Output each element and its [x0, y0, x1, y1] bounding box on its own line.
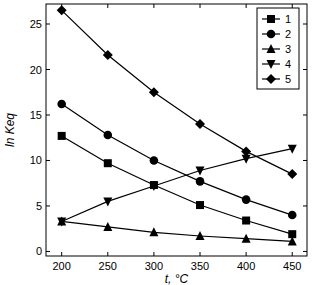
y-tick — [46, 251, 50, 252]
x-tick-label: 350 — [191, 260, 209, 272]
x-tick-top — [292, 4, 293, 8]
x-tick — [107, 252, 108, 256]
data-point — [57, 217, 66, 226]
data-point — [288, 145, 297, 154]
legend-marker — [267, 44, 276, 53]
data-point — [149, 182, 158, 191]
data-point — [103, 50, 113, 60]
y-tick-right — [303, 160, 307, 161]
x-tick-top — [246, 4, 247, 8]
series-line — [62, 221, 293, 241]
data-point — [58, 132, 66, 140]
data-point — [196, 166, 205, 175]
data-point — [103, 222, 112, 231]
y-tick-right — [303, 69, 307, 70]
x-tick-label: 400 — [237, 260, 255, 272]
y-tick-right — [303, 251, 307, 252]
legend-label: 5 — [285, 73, 291, 85]
x-tick-label: 250 — [99, 260, 117, 272]
chart: 2002503003504004500510152025t, °Cln Keq1… — [0, 0, 312, 285]
series-line — [62, 136, 293, 234]
data-point — [150, 156, 159, 165]
y-tick-label: 25 — [30, 18, 42, 30]
x-tick-top — [153, 4, 154, 8]
x-tick-label: 450 — [283, 260, 301, 272]
y-axis-label: ln Keq — [3, 113, 17, 147]
legend-label: 3 — [285, 43, 291, 55]
data-point — [57, 100, 66, 109]
data-point — [104, 159, 112, 167]
legend-marker — [266, 74, 276, 84]
y-tick-right — [303, 114, 307, 115]
data-point — [57, 216, 66, 225]
data-point — [242, 234, 251, 243]
data-point — [196, 177, 205, 186]
y-tick-label: 0 — [36, 245, 42, 257]
data-point — [149, 227, 158, 236]
x-tick — [153, 252, 154, 256]
legend-marker — [267, 30, 276, 39]
legend-label: 1 — [285, 13, 291, 25]
x-tick — [200, 252, 201, 256]
y-tick — [46, 69, 50, 70]
data-point — [287, 169, 297, 179]
x-tick — [246, 252, 247, 256]
data-point — [57, 5, 67, 15]
y-tick — [46, 160, 50, 161]
data-point — [242, 217, 250, 225]
y-tick-label: 15 — [30, 109, 42, 121]
legend-marker — [267, 60, 276, 69]
series-line — [62, 149, 293, 222]
data-point — [103, 197, 112, 206]
data-point — [288, 236, 297, 245]
x-axis-label: t, °C — [165, 272, 189, 285]
data-point — [103, 131, 112, 140]
y-tick — [46, 114, 50, 115]
x-tick-label: 200 — [52, 260, 70, 272]
y-tick-right — [303, 24, 307, 25]
legend-box — [257, 8, 299, 89]
x-tick — [292, 252, 293, 256]
y-tick-label: 10 — [30, 154, 42, 166]
legend-label: 4 — [285, 58, 291, 70]
data-point — [241, 146, 251, 156]
x-tick-top — [200, 4, 201, 8]
data-point — [196, 231, 205, 240]
data-point — [196, 201, 204, 209]
y-tick — [46, 205, 50, 206]
data-point — [195, 119, 205, 129]
y-tick-label: 5 — [36, 200, 42, 212]
series-line — [62, 104, 293, 215]
legend: 1 2 3 4 5 — [257, 8, 299, 89]
data-point — [288, 211, 297, 220]
plot-frame — [46, 4, 307, 256]
x-tick — [61, 252, 62, 256]
x-tick-top — [107, 4, 108, 8]
legend-marker — [267, 15, 275, 23]
y-tick-label: 20 — [30, 64, 42, 76]
legend-label: 2 — [285, 28, 291, 40]
y-tick-right — [303, 205, 307, 206]
y-tick — [46, 24, 50, 25]
data-point — [242, 195, 251, 204]
x-tick-label: 300 — [145, 260, 163, 272]
data-point — [149, 87, 159, 97]
